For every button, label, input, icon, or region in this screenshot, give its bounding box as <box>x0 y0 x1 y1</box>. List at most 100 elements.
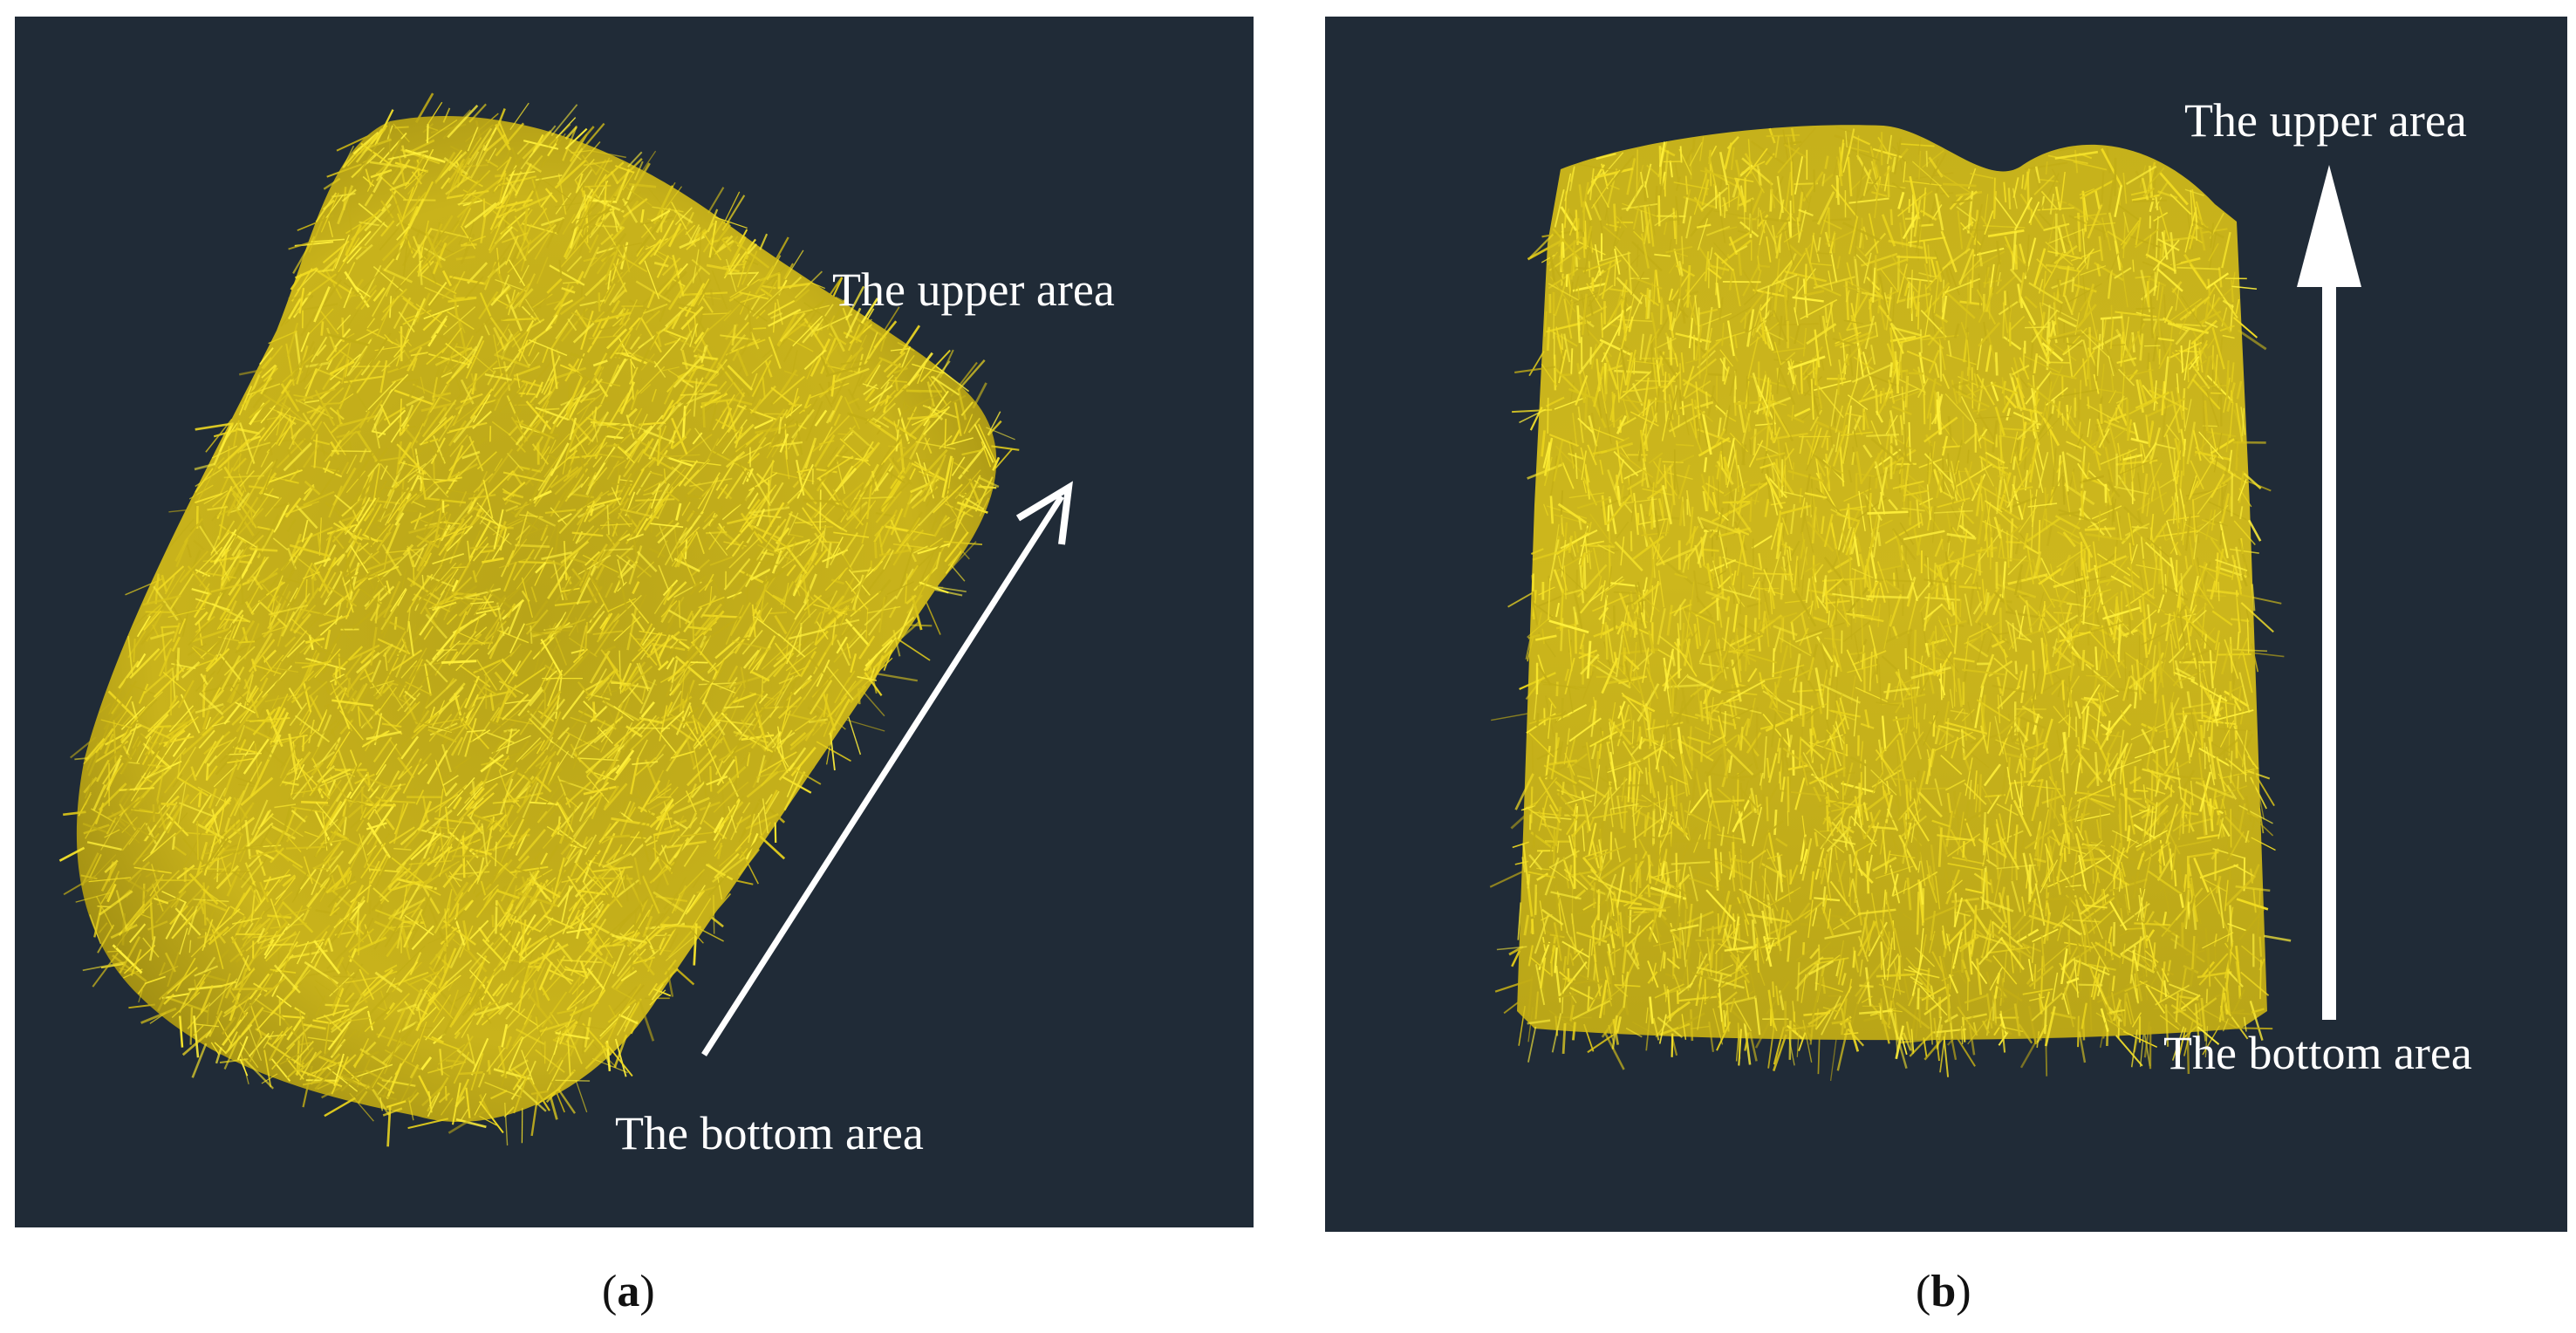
fiber-strand <box>948 541 977 571</box>
fiber-strand <box>569 211 582 250</box>
fiber-strand <box>774 538 810 552</box>
fiber-strand <box>303 367 318 401</box>
fiber-strand <box>464 675 480 708</box>
fiber-strand <box>248 853 263 868</box>
fiber-strand <box>613 579 622 593</box>
fiber-strand <box>314 810 333 846</box>
fiber-strand <box>260 451 270 468</box>
fiber-strand <box>659 660 699 684</box>
fiber-strand <box>400 1066 420 1103</box>
fiber-strand <box>519 699 545 735</box>
fiber-strand <box>274 661 290 686</box>
fiber-strand <box>569 1034 581 1057</box>
fiber-strand <box>618 533 631 542</box>
fiber-strand <box>441 438 465 458</box>
fiber-strand <box>714 216 748 229</box>
fiber-strand <box>595 768 618 784</box>
fiber-strand <box>560 299 574 308</box>
fiber-strand <box>468 955 488 993</box>
fiber-strand <box>520 740 543 761</box>
fiber-strand <box>579 960 589 980</box>
fiber-strand <box>537 660 555 693</box>
fiber-strand <box>951 428 961 445</box>
fiber-strand <box>381 268 413 284</box>
fiber-strand <box>701 614 741 619</box>
fiber-strand <box>530 318 545 329</box>
fiber-strand <box>95 896 113 929</box>
fiber-strand <box>793 461 801 488</box>
fiber-strand <box>566 256 583 272</box>
fiber-strand <box>465 1087 471 1118</box>
fiber-strand <box>231 537 245 557</box>
fiber-strand <box>293 1015 309 1036</box>
fiber-strand <box>380 200 394 219</box>
fiber-strand <box>575 617 579 633</box>
fiber-strand <box>308 719 315 744</box>
fiber-strand <box>725 605 744 646</box>
fiber-strand <box>447 776 475 809</box>
fiber-strand <box>100 876 119 905</box>
fiber-strand <box>717 362 746 398</box>
fiber-strand <box>238 809 243 833</box>
fiber-strand <box>561 689 585 721</box>
fiber-strand <box>193 1015 200 1058</box>
fiber-strand <box>540 524 549 542</box>
fiber-strand <box>626 684 644 705</box>
fiber-strand <box>589 213 611 239</box>
fiber-strand <box>345 583 352 608</box>
fiber-strand <box>622 824 634 837</box>
fiber-strand <box>640 226 653 239</box>
fiber-strand <box>692 432 703 445</box>
fiber-strand <box>383 783 407 790</box>
fiber-strand <box>648 547 666 558</box>
fiber-strand <box>326 579 346 600</box>
fiber-strand <box>507 792 522 809</box>
fiber-strand <box>754 419 774 429</box>
fiber-strand <box>772 471 815 482</box>
fiber-strand <box>557 827 585 850</box>
fiber-strand <box>256 539 263 557</box>
fiber-strand <box>195 583 210 609</box>
fiber-strand <box>159 735 195 746</box>
fiber-strand <box>184 831 215 836</box>
fiber-strand <box>522 902 530 914</box>
fiber-strand <box>540 986 550 1001</box>
fiber-strand <box>584 1016 591 1048</box>
fiber-strand <box>452 984 482 1004</box>
fiber-strand <box>837 639 851 666</box>
fiber-strand <box>344 270 370 308</box>
fiber-strand <box>841 617 853 636</box>
fiber-strand <box>310 1053 341 1085</box>
fiber-strand <box>735 814 752 825</box>
fiber-strand <box>104 829 120 838</box>
fiber-strand <box>433 994 452 1023</box>
fiber-strand <box>463 157 478 173</box>
fiber-strand <box>366 825 381 845</box>
fiber-strand <box>560 837 577 856</box>
fiber-strand <box>475 514 508 530</box>
fiber-strand <box>320 571 337 598</box>
fiber-strand <box>591 150 626 159</box>
fiber-strand <box>618 308 630 327</box>
fiber-strand <box>686 755 714 781</box>
fiber-strand <box>501 1023 509 1048</box>
fiber-strand <box>750 568 771 581</box>
fiber-strand <box>424 497 467 504</box>
fiber-strand <box>374 851 393 888</box>
fiber-strand <box>827 365 860 374</box>
fiber-strand <box>287 837 302 852</box>
fiber-strand <box>380 596 403 631</box>
fiber-strand <box>659 296 670 322</box>
fiber-strand <box>498 120 509 145</box>
fiber-strand <box>218 565 241 603</box>
fiber-strand <box>308 694 325 722</box>
fiber-strand <box>317 709 328 732</box>
fiber-strand <box>929 537 943 548</box>
fiber-strand <box>129 684 156 695</box>
fiber-strand <box>450 736 464 756</box>
fiber-strand <box>408 523 440 534</box>
fiber-strand <box>828 395 844 423</box>
fiber-strand <box>658 564 670 591</box>
fiber-strand <box>304 653 320 682</box>
fiber-strand <box>741 255 749 269</box>
